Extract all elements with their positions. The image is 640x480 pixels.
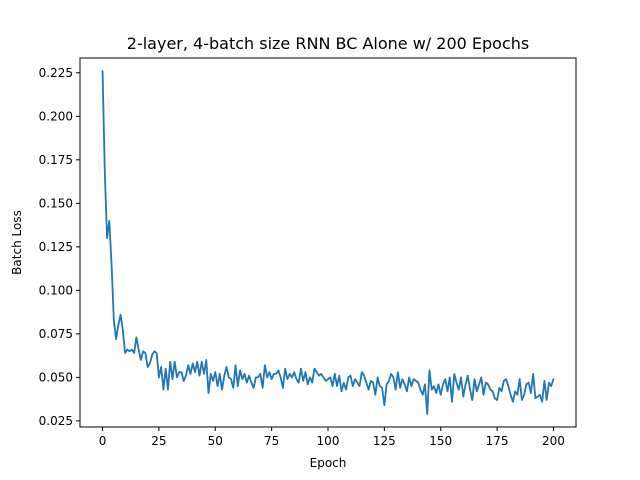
y-tick-label: 0.100 [39, 283, 73, 297]
series-line-0 [101, 70, 555, 415]
x-tick-label: 0 [99, 434, 107, 448]
x-tick-label: 100 [317, 434, 340, 448]
y-tick-label: 0.025 [39, 414, 73, 428]
plot-frame [79, 57, 577, 428]
x-tick-label: 200 [542, 434, 565, 448]
y-tick-label: 0.050 [39, 370, 73, 384]
x-tick-label: 150 [429, 434, 452, 448]
y-tick-label: 0.150 [39, 196, 73, 210]
y-tick-label: 0.200 [39, 109, 73, 123]
y-axis-label: Batch Loss [10, 210, 24, 275]
x-tick-label: 125 [373, 434, 396, 448]
y-axis-ticks: 0.025 0.050 0.075 0.100 0.125 0.150 0.175 0.200… [39, 66, 80, 428]
x-axis-ticks: 0 25 50 75 100 125 150 175 200 [99, 427, 565, 448]
y-tick-label: 0.225 [39, 66, 73, 80]
y-tick-label: 0.075 [39, 327, 73, 341]
y-tick-label: 0.175 [39, 153, 73, 167]
chart-title: 2-layer, 4-batch size RNN BC Alone w/ 20… [127, 34, 529, 53]
x-tick-label: 175 [486, 434, 509, 448]
y-tick-label: 0.125 [39, 240, 73, 254]
x-axis-label: Epoch [310, 456, 347, 470]
x-tick-label: 50 [208, 434, 223, 448]
x-tick-label: 25 [151, 434, 166, 448]
series-group [101, 70, 555, 415]
x-tick-label: 75 [264, 434, 279, 448]
